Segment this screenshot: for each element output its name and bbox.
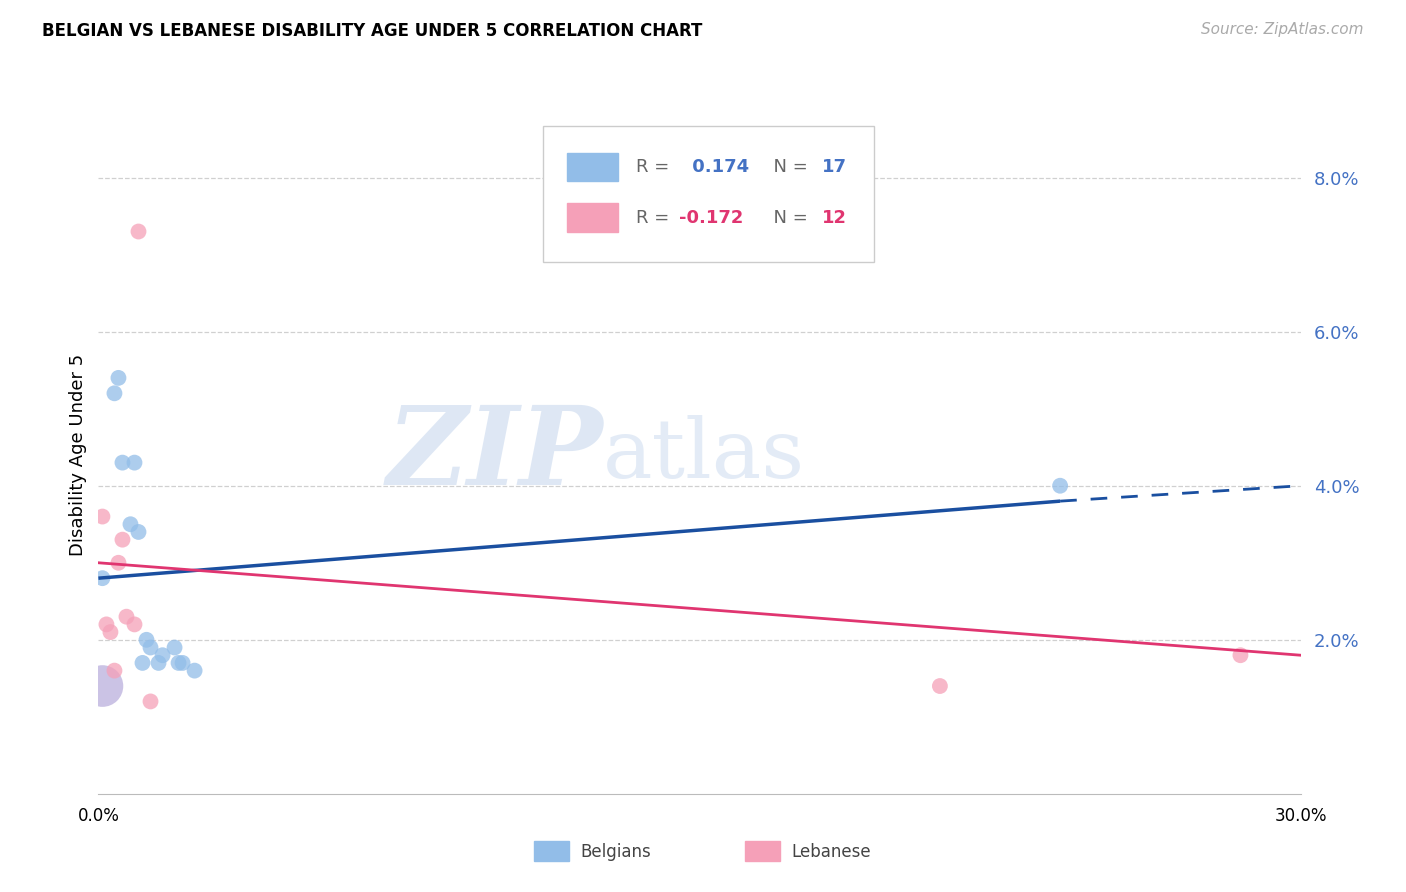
Text: 12: 12 [823, 209, 846, 227]
FancyBboxPatch shape [543, 126, 873, 261]
Point [1229, 648, 1251, 663]
Text: N =: N = [762, 209, 814, 227]
Point [103, 664, 125, 678]
Point [152, 648, 174, 663]
Text: Source: ZipAtlas.com: Source: ZipAtlas.com [1201, 22, 1364, 37]
Point [167, 656, 190, 670]
Text: Belgians: Belgians [581, 843, 651, 861]
Text: atlas: atlas [603, 415, 806, 495]
Text: R =: R = [636, 209, 675, 227]
Point [91, 509, 114, 524]
Point [148, 656, 170, 670]
Point [139, 694, 162, 708]
Point [163, 640, 186, 655]
Point [183, 664, 205, 678]
Y-axis label: Disability Age Under 5: Disability Age Under 5 [69, 354, 87, 556]
Point [115, 609, 138, 624]
Point [131, 656, 153, 670]
Point [929, 679, 952, 693]
Point [96, 617, 118, 632]
Point [91, 679, 114, 693]
Point [100, 625, 122, 640]
Text: 17: 17 [823, 158, 846, 176]
Point [107, 556, 129, 570]
Point [91, 571, 114, 585]
Point [107, 371, 129, 385]
Text: BELGIAN VS LEBANESE DISABILITY AGE UNDER 5 CORRELATION CHART: BELGIAN VS LEBANESE DISABILITY AGE UNDER… [42, 22, 703, 40]
Point [111, 533, 134, 547]
Point [124, 617, 146, 632]
Point [103, 386, 125, 401]
Point [135, 632, 157, 647]
Point [120, 517, 142, 532]
Point [1049, 479, 1071, 493]
Text: Lebanese: Lebanese [792, 843, 872, 861]
Point [172, 656, 194, 670]
Text: R =: R = [636, 158, 675, 176]
Text: -0.172: -0.172 [679, 209, 744, 227]
Text: 0.174: 0.174 [686, 158, 749, 176]
Bar [567, 203, 617, 232]
Point [111, 456, 134, 470]
Bar [567, 153, 617, 181]
Point [128, 225, 150, 239]
Point [139, 640, 162, 655]
Point [128, 524, 150, 539]
Text: N =: N = [762, 158, 814, 176]
Text: ZIP: ZIP [387, 401, 603, 508]
Point [124, 456, 146, 470]
